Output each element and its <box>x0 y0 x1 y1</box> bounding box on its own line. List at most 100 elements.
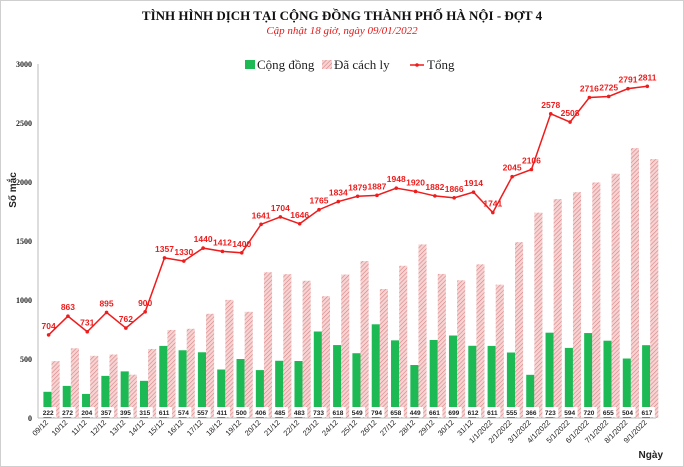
bar-cong-dong <box>178 350 187 418</box>
bar-label-cong-dong: 483 <box>294 410 305 417</box>
bar-label-cong-dong: 449 <box>410 410 421 417</box>
legend-label-cong-dong: Cộng đồng <box>257 57 315 72</box>
bar-label-cong-dong: 612 <box>468 410 479 417</box>
bar-label-bg <box>310 407 327 417</box>
bar-label-bg <box>600 407 617 417</box>
bar-label-cong-dong: 357 <box>101 410 112 417</box>
y-tick-label: 3000 <box>16 60 32 69</box>
bar-da-cach-ly <box>244 311 253 418</box>
bar-da-cach-ly <box>167 329 176 418</box>
bar-label-bg <box>619 407 636 417</box>
bar-label-bg <box>387 407 404 417</box>
bar-cong-dong <box>391 340 400 418</box>
bar-cong-dong <box>448 335 458 418</box>
bar-cong-dong <box>352 353 361 418</box>
bar-label-bg <box>136 407 153 417</box>
bar-cong-dong <box>526 374 535 418</box>
bar-label-bg <box>78 407 95 417</box>
bar-label-bg <box>368 407 385 417</box>
data-label-tong: 1948 <box>387 174 406 184</box>
point-tong <box>606 94 611 99</box>
point-tong <box>220 249 225 254</box>
bar-cong-dong <box>275 360 284 418</box>
bar-label-bg <box>156 407 173 417</box>
bar-da-cach-ly <box>128 374 137 418</box>
data-label-tong: 1866 <box>445 184 464 194</box>
bar-label-cong-dong: 406 <box>255 410 266 417</box>
bar-da-cach-ly <box>206 313 215 418</box>
bar-cong-dong <box>333 345 342 418</box>
data-label-tong: 2811 <box>638 72 657 82</box>
y-tick-label: 2000 <box>16 178 32 187</box>
bar-da-cach-ly <box>650 159 659 418</box>
point-tong <box>104 310 109 315</box>
bar-label-bg <box>272 407 288 417</box>
bar-da-cach-ly <box>90 355 99 418</box>
point-tong <box>239 251 244 255</box>
bar-label-cong-dong: 611 <box>487 410 498 417</box>
data-label-tong: 1330 <box>174 247 193 257</box>
point-tong <box>510 174 514 179</box>
bar-label-bg <box>581 407 597 417</box>
bar-da-cach-ly <box>321 296 331 418</box>
x-axis-title: Ngày <box>639 450 664 461</box>
legend-swatch-cong-dong <box>245 60 255 69</box>
data-label-tong: 895 <box>99 298 113 308</box>
bar-label-cong-dong: 504 <box>622 410 633 417</box>
data-label-tong: 863 <box>61 302 75 312</box>
bar-da-cach-ly <box>341 274 350 418</box>
data-label-tong: 2791 <box>619 75 638 85</box>
point-tong <box>317 207 321 212</box>
y-tick-label: 1000 <box>16 296 32 305</box>
point-tong <box>626 86 630 91</box>
bar-da-cach-ly <box>70 348 79 418</box>
bar-label-cong-dong: 661 <box>429 410 440 417</box>
bar-label-cong-dong: 617 <box>641 410 652 417</box>
bar-label-bg <box>407 407 424 417</box>
bar-cong-dong <box>468 345 477 418</box>
bar-label-cong-dong: 655 <box>603 410 614 417</box>
data-label-tong: 1834 <box>329 188 348 198</box>
bar-label-cong-dong: 733 <box>313 410 324 417</box>
bar-label-cong-dong: 555 <box>506 410 517 417</box>
point-tong <box>66 314 70 318</box>
data-label-tong: 1741 <box>483 199 502 209</box>
point-tong <box>529 167 534 172</box>
y-axis-title: Số mắc <box>6 172 19 208</box>
data-label-tong: 1920 <box>406 177 425 187</box>
legend: Cộng đồng Đã cách ly Tổng <box>245 57 455 72</box>
bar-cong-dong <box>622 358 631 418</box>
bar-label-cong-dong: 549 <box>352 410 363 417</box>
point-tong <box>645 84 650 89</box>
point-tong <box>471 190 476 194</box>
bar-da-cach-ly <box>109 354 118 418</box>
bar-da-cach-ly <box>418 244 427 418</box>
bar-label-cong-dong: 723 <box>545 410 556 417</box>
data-label-tong: 1641 <box>252 210 271 220</box>
bar-cong-dong <box>43 391 52 418</box>
point-tong <box>46 333 51 337</box>
data-label-tong: 1646 <box>290 210 309 220</box>
bars: 222 272 204 357 395 315 611 574 557 411 500 406 485 4… <box>40 148 659 418</box>
bar-label-cong-dong: 594 <box>564 410 575 417</box>
point-tong <box>297 221 302 226</box>
bar-cong-dong <box>82 393 91 418</box>
data-label-tong: 2045 <box>503 163 522 173</box>
bar-label-bg <box>523 407 539 417</box>
bar-label-bg <box>40 407 57 417</box>
bar-cong-dong <box>642 345 651 418</box>
bar-cong-dong <box>120 371 129 418</box>
bar-label-bg <box>233 407 250 417</box>
point-tong <box>336 199 341 204</box>
data-label-tong: 1765 <box>310 196 329 206</box>
point-tong <box>491 210 495 215</box>
bar-label-bg <box>98 407 115 417</box>
bar-cong-dong <box>294 361 303 418</box>
bar-label-cong-dong: 272 <box>62 410 73 417</box>
point-tong <box>259 222 263 227</box>
bar-label-bg <box>214 407 230 417</box>
bar-label-cong-dong: 411 <box>217 410 228 417</box>
bar-da-cach-ly <box>283 274 292 418</box>
y-tick-label: 0 <box>28 414 32 423</box>
